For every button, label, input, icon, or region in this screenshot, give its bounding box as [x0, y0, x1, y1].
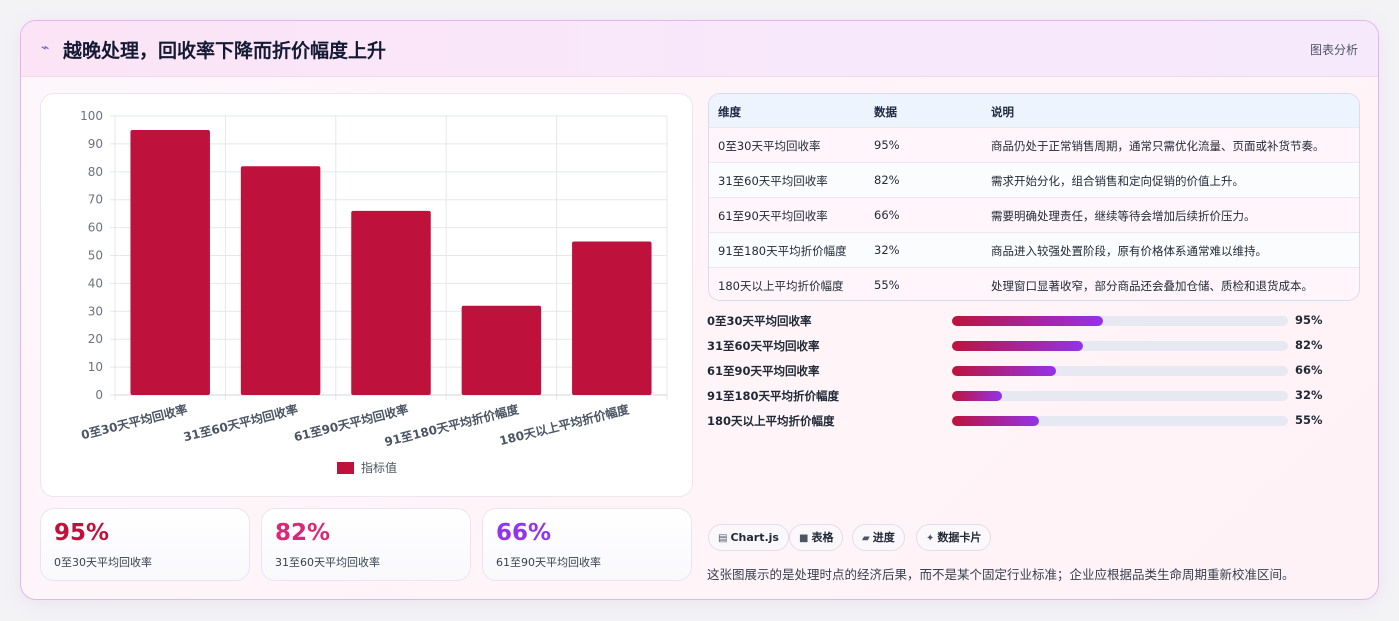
chip-label: Chart.js: [730, 531, 779, 544]
table-header-row: 维度 数据 说明: [709, 94, 1359, 127]
y-tick-label: 60: [88, 221, 103, 235]
x-tick-label: 31至60天平均回收率: [182, 401, 300, 444]
table-cell: 82%: [874, 173, 900, 187]
progress-label: 31至60天平均回收率: [707, 339, 820, 353]
table-cell: 商品仍处于正常销售周期，通常只需优化流量、页面或补货节奏。: [991, 139, 1325, 153]
table-cell: 需求开始分化，组合销售和定向促销的价值上升。: [991, 174, 1244, 188]
table-cell: 处理窗口显著收窄，部分商品还会叠加仓储、质检和退货成本。: [991, 279, 1313, 293]
chip-table[interactable]: ■ 表格: [789, 524, 844, 551]
legend-label: 指标值: [361, 460, 397, 475]
sparkle-icon: ✦: [926, 533, 935, 544]
y-tick-label: 20: [88, 332, 103, 346]
progress-fill: [952, 316, 1104, 326]
progress-value: 32%: [1295, 388, 1323, 402]
table-header-cell: 维度: [718, 105, 741, 119]
table-row: 180天以上平均折价幅度 55% 处理窗口显著收窄，部分商品还会叠加仓储、质检和…: [709, 267, 1359, 300]
card-header: ⌁ 越晚处理，回收率下降而折价幅度上升 图表分析: [21, 21, 1378, 77]
y-tick-label: 40: [88, 276, 103, 290]
kpi-label: 0至30天平均回收率: [54, 556, 152, 569]
chart-card: ⌁ 越晚处理，回收率下降而折价幅度上升 图表分析 0 10 20 30 40 50 60 70…: [20, 20, 1379, 600]
y-tick-label: 90: [88, 137, 103, 151]
table-cell: 95%: [874, 138, 900, 152]
table-cell: 31至60天平均回收率: [718, 174, 828, 188]
kpi-value: 95%: [54, 520, 110, 546]
table-cell: 0至30天平均回收率: [718, 139, 821, 153]
progress-icon: ▰: [862, 533, 870, 544]
kpi-card-0-30: 95% 0至30天平均回收率: [40, 508, 250, 581]
kpi-card-61-90: 66% 61至90天平均回收率: [482, 508, 692, 581]
chip-progress[interactable]: ▰ 进度: [852, 524, 905, 551]
table-cell: 商品进入较强处置阶段，原有价格体系通常难以维持。: [991, 244, 1267, 258]
table-cell: 61至90天平均回收率: [718, 209, 828, 223]
kpi-label: 31至60天平均回收率: [275, 556, 380, 569]
progress-row: 61至90天平均回收率 66%: [707, 361, 1327, 381]
trend-down-icon: ⌁: [41, 40, 50, 56]
y-tick-label: 70: [88, 193, 103, 207]
table-cell: 55%: [874, 278, 900, 292]
progress-fill: [952, 416, 1040, 426]
y-tick-label: 100: [80, 109, 103, 123]
chart-analysis-tag: 图表分析: [1309, 43, 1358, 57]
footnote: 这张图展示的是处理时点的经济后果，而不是某个固定行业标准；企业应根据品类生命周期…: [707, 567, 1295, 582]
table-header-cell: 说明: [991, 105, 1014, 119]
table-row: 0至30天平均回收率 95% 商品仍处于正常销售周期，通常只需优化流量、页面或补…: [709, 127, 1359, 162]
chip-data-card[interactable]: ✦ 数据卡片: [916, 524, 992, 551]
kpi-label: 61至90天平均回收率: [496, 556, 601, 569]
progress-value: 95%: [1295, 313, 1323, 327]
table-cell: 66%: [874, 208, 900, 222]
progress-label: 61至90天平均回收率: [707, 364, 820, 378]
table-header-cell: 数据: [874, 105, 897, 119]
progress-fill: [952, 391, 1003, 401]
bar-chart: 0 10 20 30 40 50 60 70 80 90 100 0至30天平均回收率31至60天平均…: [79, 109, 668, 475]
y-tick-label: 50: [88, 249, 103, 263]
bar: [130, 129, 210, 395]
progress-track: [952, 316, 1288, 326]
chip-label: 数据卡片: [937, 531, 982, 544]
table-row: 61至90天平均回收率 66% 需要明确处理责任，继续等待会增加后续折价压力。: [709, 197, 1359, 232]
kpi-value: 82%: [275, 520, 331, 546]
progress-label: 91至180天平均折价幅度: [707, 389, 840, 403]
progress-track: [952, 416, 1288, 426]
table-row: 31至60天平均回收率 82% 需求开始分化，组合销售和定向促销的价值上升。: [709, 162, 1359, 197]
y-tick-label: 10: [88, 360, 103, 374]
bar: [461, 305, 542, 395]
progress-fill: [952, 341, 1084, 351]
legend-swatch: [337, 462, 354, 474]
chart-icon: ▤: [718, 533, 728, 544]
progress-label: 180天以上平均折价幅度: [707, 414, 835, 428]
card-title: 越晚处理，回收率下降而折价幅度上升: [63, 40, 387, 62]
kpi-value: 66%: [496, 520, 552, 546]
x-tick-label: 0至30天平均回收率: [79, 401, 188, 442]
progress-value: 66%: [1295, 363, 1323, 377]
table-cell: 需要明确处理责任，继续等待会增加后续折价压力。: [991, 209, 1256, 223]
table-cell: 91至180天平均折价幅度: [718, 244, 847, 258]
progress-row: 0至30天平均回收率 95%: [707, 311, 1327, 331]
progress-fill: [952, 366, 1057, 376]
data-table: 维度 数据 说明 0至30天平均回收率 95% 商品仍处于正常销售周期，通常只需…: [708, 93, 1360, 301]
bar-chart-panel: 0 10 20 30 40 50 60 70 80 90 100 0至30天平均回收率 31至60天平均…: [40, 93, 693, 497]
progress-row: 31至60天平均回收率 82%: [707, 336, 1327, 356]
bar: [240, 166, 321, 395]
chip-label: 表格: [811, 531, 834, 544]
progress-row: 180天以上平均折价幅度 55%: [707, 411, 1327, 431]
progress-label: 0至30天平均回收率: [707, 314, 812, 328]
y-tick-label: 30: [88, 304, 103, 318]
progress-value: 82%: [1295, 338, 1323, 352]
table-cell: 180天以上平均折价幅度: [718, 279, 844, 293]
progress-row: 91至180天平均折价幅度 32%: [707, 386, 1327, 406]
bar: [572, 241, 652, 395]
chip-chartjs[interactable]: ▤ Chart.js: [708, 524, 789, 551]
y-tick-label: 0: [95, 388, 103, 402]
table-cell: 32%: [874, 243, 900, 257]
table-icon: ■: [799, 533, 809, 544]
bar: [351, 210, 431, 395]
progress-track: [952, 391, 1288, 401]
chip-label: 进度: [872, 531, 895, 544]
table-row: 91至180天平均折价幅度 32% 商品进入较强处置阶段，原有价格体系通常难以维…: [709, 232, 1359, 267]
y-tick-label: 80: [88, 165, 103, 179]
kpi-card-31-60: 82% 31至60天平均回收率: [261, 508, 471, 581]
progress-track: [952, 341, 1288, 351]
progress-value: 55%: [1295, 413, 1323, 427]
progress-track: [952, 366, 1288, 376]
